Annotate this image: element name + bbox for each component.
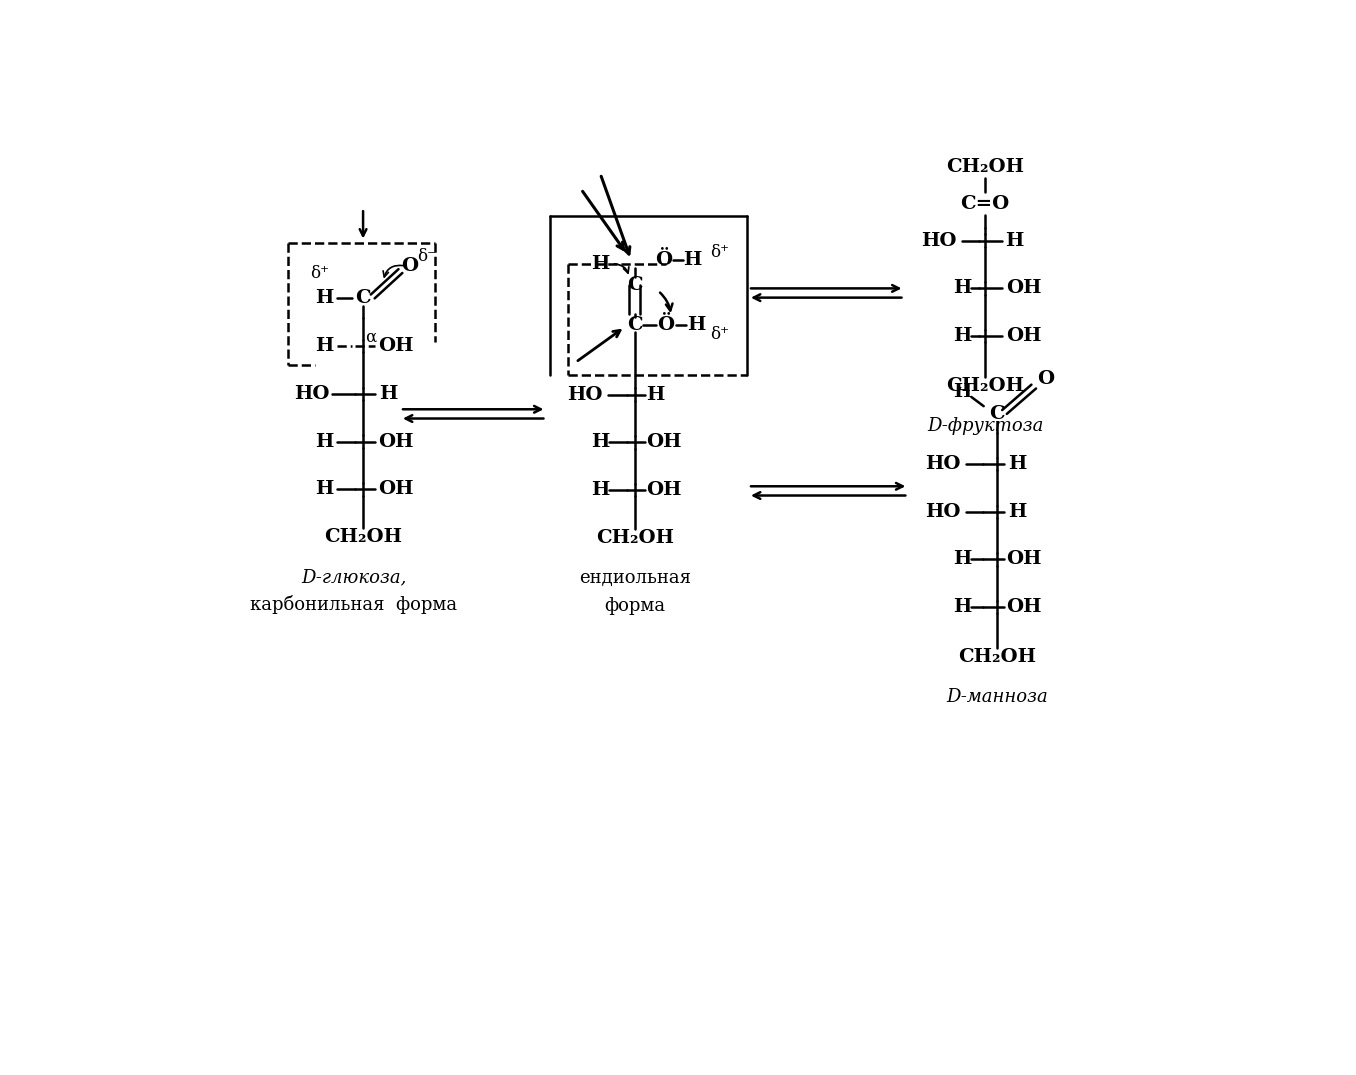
Text: OH: OH: [645, 433, 681, 452]
Text: C: C: [989, 405, 1005, 422]
Text: H: H: [316, 481, 334, 499]
Text: D-глюкоза,: D-глюкоза,: [301, 569, 407, 586]
Text: H: H: [1009, 503, 1026, 520]
Text: H: H: [591, 482, 609, 499]
Text: C: C: [626, 316, 643, 334]
Text: H: H: [591, 255, 609, 273]
Text: H: H: [316, 338, 334, 355]
Text: α: α: [365, 328, 377, 345]
Text: H: H: [953, 384, 971, 401]
Text: CH₂OH: CH₂OH: [957, 648, 1036, 666]
Text: D-фруктоза: D-фруктоза: [928, 417, 1043, 435]
Text: H: H: [953, 327, 971, 345]
Text: HO: HO: [567, 386, 602, 403]
Text: CH₂OH: CH₂OH: [595, 529, 674, 547]
Text: C: C: [355, 289, 372, 307]
Text: OH: OH: [378, 481, 414, 499]
Text: H: H: [953, 280, 971, 298]
Text: O: O: [401, 257, 419, 275]
Text: C=O: C=O: [960, 196, 1010, 214]
Text: Ö: Ö: [658, 316, 674, 334]
Text: H: H: [591, 433, 609, 452]
Text: OH: OH: [1006, 550, 1041, 569]
Text: HO: HO: [921, 231, 957, 249]
Text: H: H: [683, 250, 702, 269]
Text: HO: HO: [294, 385, 330, 403]
Text: C: C: [626, 276, 643, 295]
Text: O: O: [1037, 370, 1054, 388]
Text: OH: OH: [645, 482, 681, 499]
Text: OH: OH: [1006, 598, 1041, 616]
Text: H: H: [316, 289, 334, 307]
Text: δ⁺: δ⁺: [711, 326, 730, 343]
Text: OH: OH: [378, 338, 414, 355]
Text: форма: форма: [605, 597, 666, 615]
Text: H: H: [687, 316, 705, 334]
Text: H: H: [953, 550, 971, 569]
Text: HO: HO: [925, 455, 960, 473]
Text: D-манноза: D-манноза: [946, 688, 1048, 706]
Text: δ⁻: δ⁻: [418, 247, 437, 264]
Text: Ö: Ö: [655, 250, 673, 269]
Text: H: H: [953, 598, 971, 616]
Text: ендиольная: ендиольная: [579, 569, 692, 587]
Text: HO: HO: [925, 503, 960, 520]
Text: CH₂OH: CH₂OH: [946, 377, 1024, 396]
Text: δ⁺: δ⁺: [309, 266, 328, 283]
Text: OH: OH: [1006, 327, 1041, 345]
Text: OH: OH: [1006, 280, 1041, 298]
Text: H: H: [380, 385, 397, 403]
Text: H: H: [1009, 455, 1026, 473]
Text: H: H: [1005, 231, 1024, 249]
Text: H: H: [647, 386, 664, 403]
Text: CH₂OH: CH₂OH: [324, 528, 403, 546]
Text: карбонильная  форма: карбонильная форма: [251, 596, 457, 614]
Text: CH₂OH: CH₂OH: [946, 158, 1024, 176]
Text: δ⁺: δ⁺: [711, 244, 730, 261]
Text: OH: OH: [378, 432, 414, 450]
Text: H: H: [316, 432, 334, 450]
